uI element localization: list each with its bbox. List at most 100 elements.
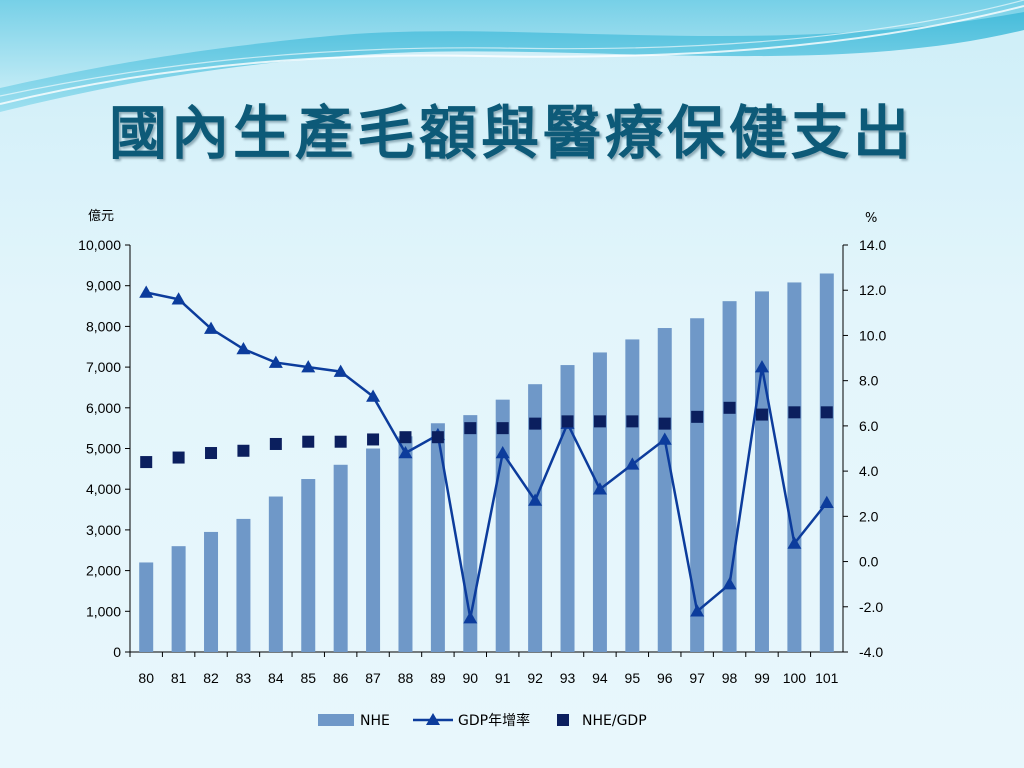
left-tick-label: 1,000 [86, 603, 121, 619]
bar-nhe [301, 479, 316, 652]
bar-nhe [366, 448, 381, 652]
header-wave-decoration [0, 0, 1024, 112]
point-gdp-growth [268, 355, 283, 368]
point-nhe-gdp [172, 451, 185, 464]
point-gdp-growth [528, 493, 543, 506]
x-tick-label: 82 [203, 670, 219, 686]
bar-nhe [430, 423, 445, 652]
legend-label-gdp: GDP年增率 [458, 712, 530, 729]
x-tick-label: 83 [236, 670, 252, 686]
x-tick-label: 98 [722, 670, 738, 686]
point-nhe-gdp [334, 435, 347, 448]
legend-swatch-gdp [426, 713, 440, 725]
point-nhe-gdp [431, 431, 444, 444]
point-gdp-growth [787, 536, 802, 549]
point-gdp-growth [495, 446, 510, 459]
point-gdp-growth [819, 495, 834, 509]
bar-nhe [333, 464, 348, 652]
bar-nhe [657, 328, 672, 652]
bar-nhe [204, 531, 219, 652]
x-tick-label: 88 [398, 670, 414, 686]
bar-nhe [398, 436, 413, 652]
point-gdp-growth [139, 285, 154, 298]
left-tick-label: 0 [113, 644, 121, 660]
point-nhe-gdp [723, 401, 736, 414]
point-gdp-growth [690, 604, 705, 617]
point-nhe-gdp [820, 406, 833, 419]
bar-nhe [171, 546, 186, 652]
point-nhe-gdp [367, 433, 380, 446]
left-tick-label: 9,000 [86, 278, 121, 294]
point-gdp-growth [398, 446, 413, 459]
right-tick-label: 12.0 [859, 282, 886, 298]
point-nhe-gdp [593, 415, 606, 428]
x-tick-label: 87 [365, 670, 381, 686]
point-nhe-gdp [269, 437, 282, 450]
right-tick-label: -4.0 [859, 644, 883, 660]
point-gdp-growth [204, 321, 219, 334]
bar-nhe [722, 301, 737, 652]
point-nhe-gdp [755, 408, 768, 421]
line-gdp-growth [145, 291, 828, 619]
bar-nhe [560, 365, 575, 652]
left-tick-label: 2,000 [86, 563, 121, 579]
point-gdp-growth [171, 292, 186, 305]
right-tick-label: 2.0 [859, 508, 879, 524]
bar-nhe [495, 399, 510, 652]
bar-nhe [268, 496, 283, 652]
x-tick-label: 84 [268, 670, 284, 686]
point-nhe-gdp [658, 417, 671, 430]
right-tick-label: 0.0 [859, 554, 879, 570]
x-tick-label: 95 [625, 670, 641, 686]
x-tick-label: 85 [300, 670, 316, 686]
point-gdp-growth [333, 364, 348, 377]
point-nhe-gdp [788, 406, 801, 419]
x-tick-label: 100 [783, 670, 807, 686]
bar-nhe [787, 282, 802, 652]
point-nhe-gdp [626, 415, 639, 428]
point-gdp-growth [657, 432, 672, 445]
x-tick-label: 90 [463, 670, 479, 686]
x-tick-label: 89 [430, 670, 446, 686]
x-tick-label: 99 [754, 670, 770, 686]
left-tick-label: 6,000 [86, 400, 121, 416]
legend-swatch-nhe [318, 714, 354, 726]
point-nhe-gdp [529, 417, 542, 430]
point-nhe-gdp [237, 444, 250, 457]
x-tick-label: 96 [657, 670, 673, 686]
page-title: 國內生產毛額與醫療保健支出 [108, 99, 915, 167]
left-tick-label: 5,000 [86, 441, 121, 457]
bar-nhe [139, 562, 154, 652]
x-tick-label: 91 [495, 670, 511, 686]
left-axis-unit: 億元 [88, 208, 114, 224]
point-gdp-growth [592, 482, 607, 495]
point-gdp-growth [366, 389, 381, 402]
x-tick-label: 86 [333, 670, 349, 686]
point-nhe-gdp [496, 422, 509, 435]
point-gdp-growth [722, 577, 737, 590]
point-nhe-gdp [302, 435, 315, 448]
x-tick-label: 93 [560, 670, 576, 686]
bar-nhe [236, 518, 251, 652]
x-tick-label: 80 [138, 670, 154, 686]
point-gdp-growth [463, 611, 478, 624]
bar-nhe [690, 318, 705, 652]
right-tick-label: 6.0 [859, 418, 879, 434]
right-axis-unit: % [865, 211, 877, 226]
x-tick-label: 94 [592, 670, 608, 686]
left-tick-label: 10,000 [78, 237, 121, 253]
left-tick-label: 8,000 [86, 318, 121, 334]
point-gdp-growth [236, 342, 251, 355]
left-tick-label: 3,000 [86, 522, 121, 538]
legend-label-ratio: NHE/GDP [582, 713, 647, 729]
x-tick-label: 97 [689, 670, 705, 686]
right-tick-label: 14.0 [859, 237, 886, 253]
right-tick-label: 10.0 [859, 327, 886, 343]
bar-nhe [819, 273, 834, 652]
right-tick-label: 4.0 [859, 463, 879, 479]
x-tick-label: 92 [527, 670, 543, 686]
x-tick-label: 81 [171, 670, 187, 686]
left-tick-label: 7,000 [86, 359, 121, 375]
